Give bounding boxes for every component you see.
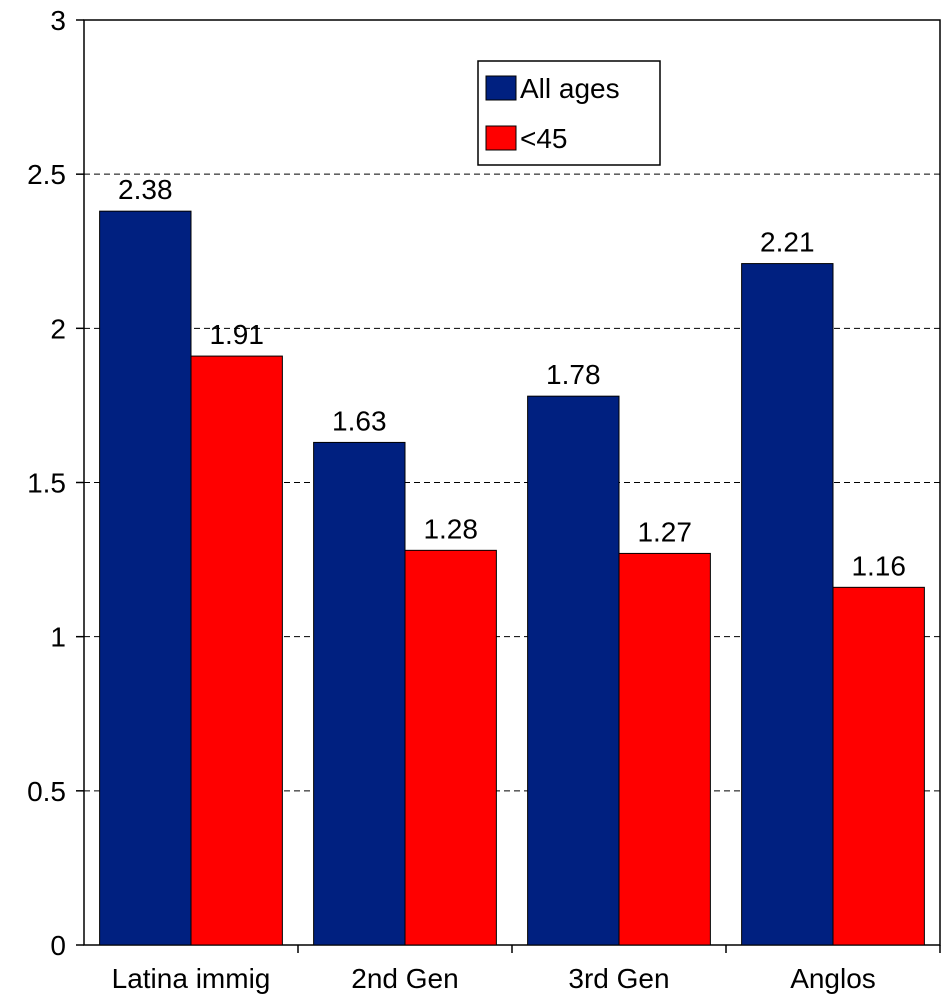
data-label: 2.38 (118, 174, 173, 205)
bar-all-ages (99, 210, 192, 946)
legend-swatch-under-45 (485, 125, 517, 151)
bar-all-ages (313, 441, 406, 946)
data-label: 1.91 (209, 319, 264, 350)
data-labels: 2.38 1.91 1.63 1.28 1.78 1.27 2.21 1.16 (118, 174, 906, 581)
x-tick-label: Anglos (790, 963, 876, 994)
y-tick-label: 2.5 (27, 159, 66, 190)
x-axis: Latina immig 2nd Gen 3rd Gen Anglos (112, 945, 941, 994)
x-tick-label: Latina immig (112, 963, 271, 994)
y-tick-label: 3 (50, 5, 66, 36)
data-label: 1.63 (332, 405, 387, 436)
legend-label-under-45: <45 (520, 123, 568, 154)
y-tick-label: 0.5 (27, 776, 66, 807)
bar-under-45 (404, 549, 497, 946)
y-tick-label: 2 (50, 313, 66, 344)
y-tick-label: 0 (50, 930, 66, 961)
data-label: 1.78 (546, 359, 601, 390)
y-tick-label: 1 (50, 622, 66, 653)
data-label: 1.16 (851, 550, 906, 581)
bar-under-45 (832, 586, 925, 946)
bar-all-ages (741, 263, 834, 946)
bar-all-ages (527, 395, 620, 946)
legend-label-all-ages: All ages (520, 73, 620, 104)
bars (99, 210, 925, 946)
data-label: 1.28 (423, 513, 478, 544)
data-label: 1.27 (637, 516, 692, 547)
legend: All ages <45 (477, 60, 661, 166)
bar-under-45 (618, 552, 711, 946)
x-tick-label: 3rd Gen (568, 963, 669, 994)
bar-under-45 (190, 355, 283, 946)
y-axis: 0 0.5 1 1.5 2 2.5 3 (27, 5, 84, 961)
legend-swatch-all-ages (485, 75, 517, 101)
data-label: 2.21 (760, 227, 815, 258)
y-tick-label: 1.5 (27, 468, 66, 499)
x-tick-label: 2nd Gen (351, 963, 458, 994)
